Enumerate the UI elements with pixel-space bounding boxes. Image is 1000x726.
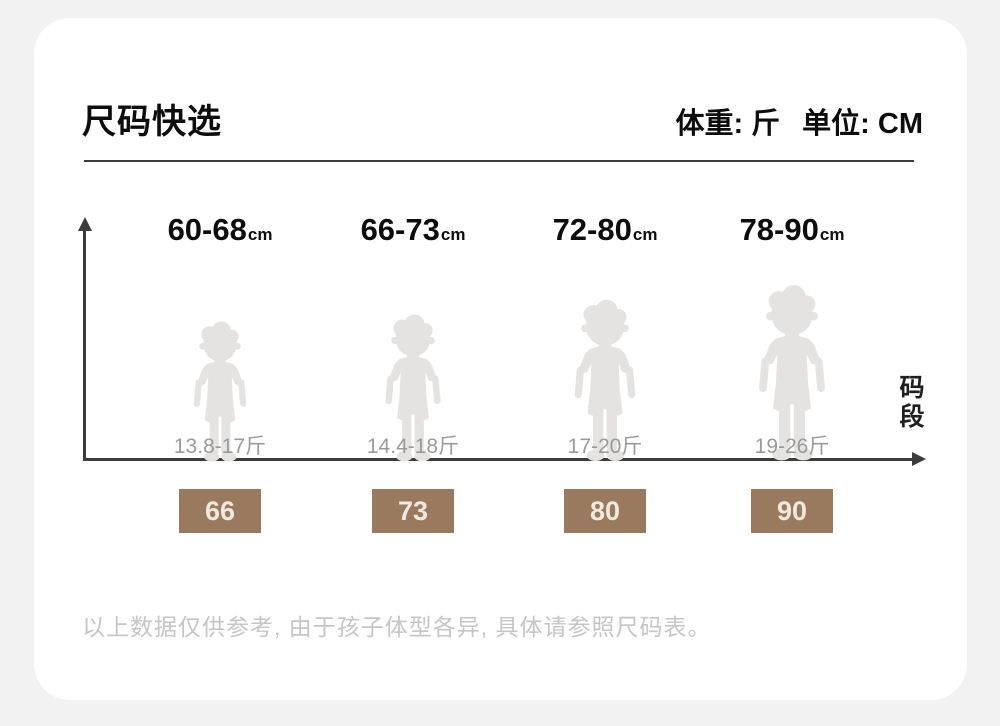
disclaimer-note: 以上数据仅供参考, 由于孩子体型各异, 具体请参照尺码表。 [82, 614, 712, 640]
height-range-value: 72-80 [552, 212, 632, 247]
weight-range-label: 19-26斤 [754, 435, 830, 458]
size-column-80: 72-80cm 17-20斤 80 [505, 212, 705, 544]
page-title: 尺码快选 [82, 103, 222, 141]
length-unit-label: 单位: CM [802, 108, 923, 140]
size-guide-card: 尺码快选 体重: 斤 单位: CM 码段 60-68cm 13.8-17斤 66… [34, 18, 967, 700]
unit-info: 体重: 斤 单位: CM [675, 100, 923, 142]
x-axis-arrow-icon [912, 452, 926, 466]
height-range-label: 60-68cm [120, 212, 320, 248]
weight-unit-label: 体重: 斤 [675, 108, 781, 140]
size-chip-80[interactable]: 80 [564, 489, 646, 533]
size-column-66: 60-68cm 13.8-17斤 66 [120, 212, 320, 544]
weight-range-label: 17-20斤 [567, 435, 643, 458]
y-axis-line [83, 230, 86, 460]
size-column-73: 66-73cm 14.4-18斤 73 [313, 212, 513, 544]
weight-range-label: 13.8-17斤 [173, 435, 267, 458]
height-range-value: 66-73 [360, 212, 440, 247]
height-range-value: 60-68 [167, 212, 247, 247]
weight-range-label: 14.4-18斤 [366, 435, 460, 458]
height-unit: cm [440, 225, 466, 244]
header-divider [84, 160, 914, 162]
height-unit: cm [819, 225, 845, 244]
size-chip-90[interactable]: 90 [751, 489, 833, 533]
height-range-label: 78-90cm [692, 212, 892, 248]
x-axis-line [83, 458, 915, 461]
y-axis-arrow-icon [78, 217, 92, 231]
height-range-value: 78-90 [739, 212, 819, 247]
height-range-label: 72-80cm [505, 212, 705, 248]
height-unit: cm [247, 225, 273, 244]
size-chip-66[interactable]: 66 [179, 489, 261, 533]
height-range-label: 66-73cm [313, 212, 513, 248]
height-unit: cm [632, 225, 658, 244]
x-axis-label: 码段 [896, 374, 924, 432]
size-chip-73[interactable]: 73 [372, 489, 454, 533]
size-column-90: 78-90cm 19-26斤 90 [692, 212, 892, 544]
